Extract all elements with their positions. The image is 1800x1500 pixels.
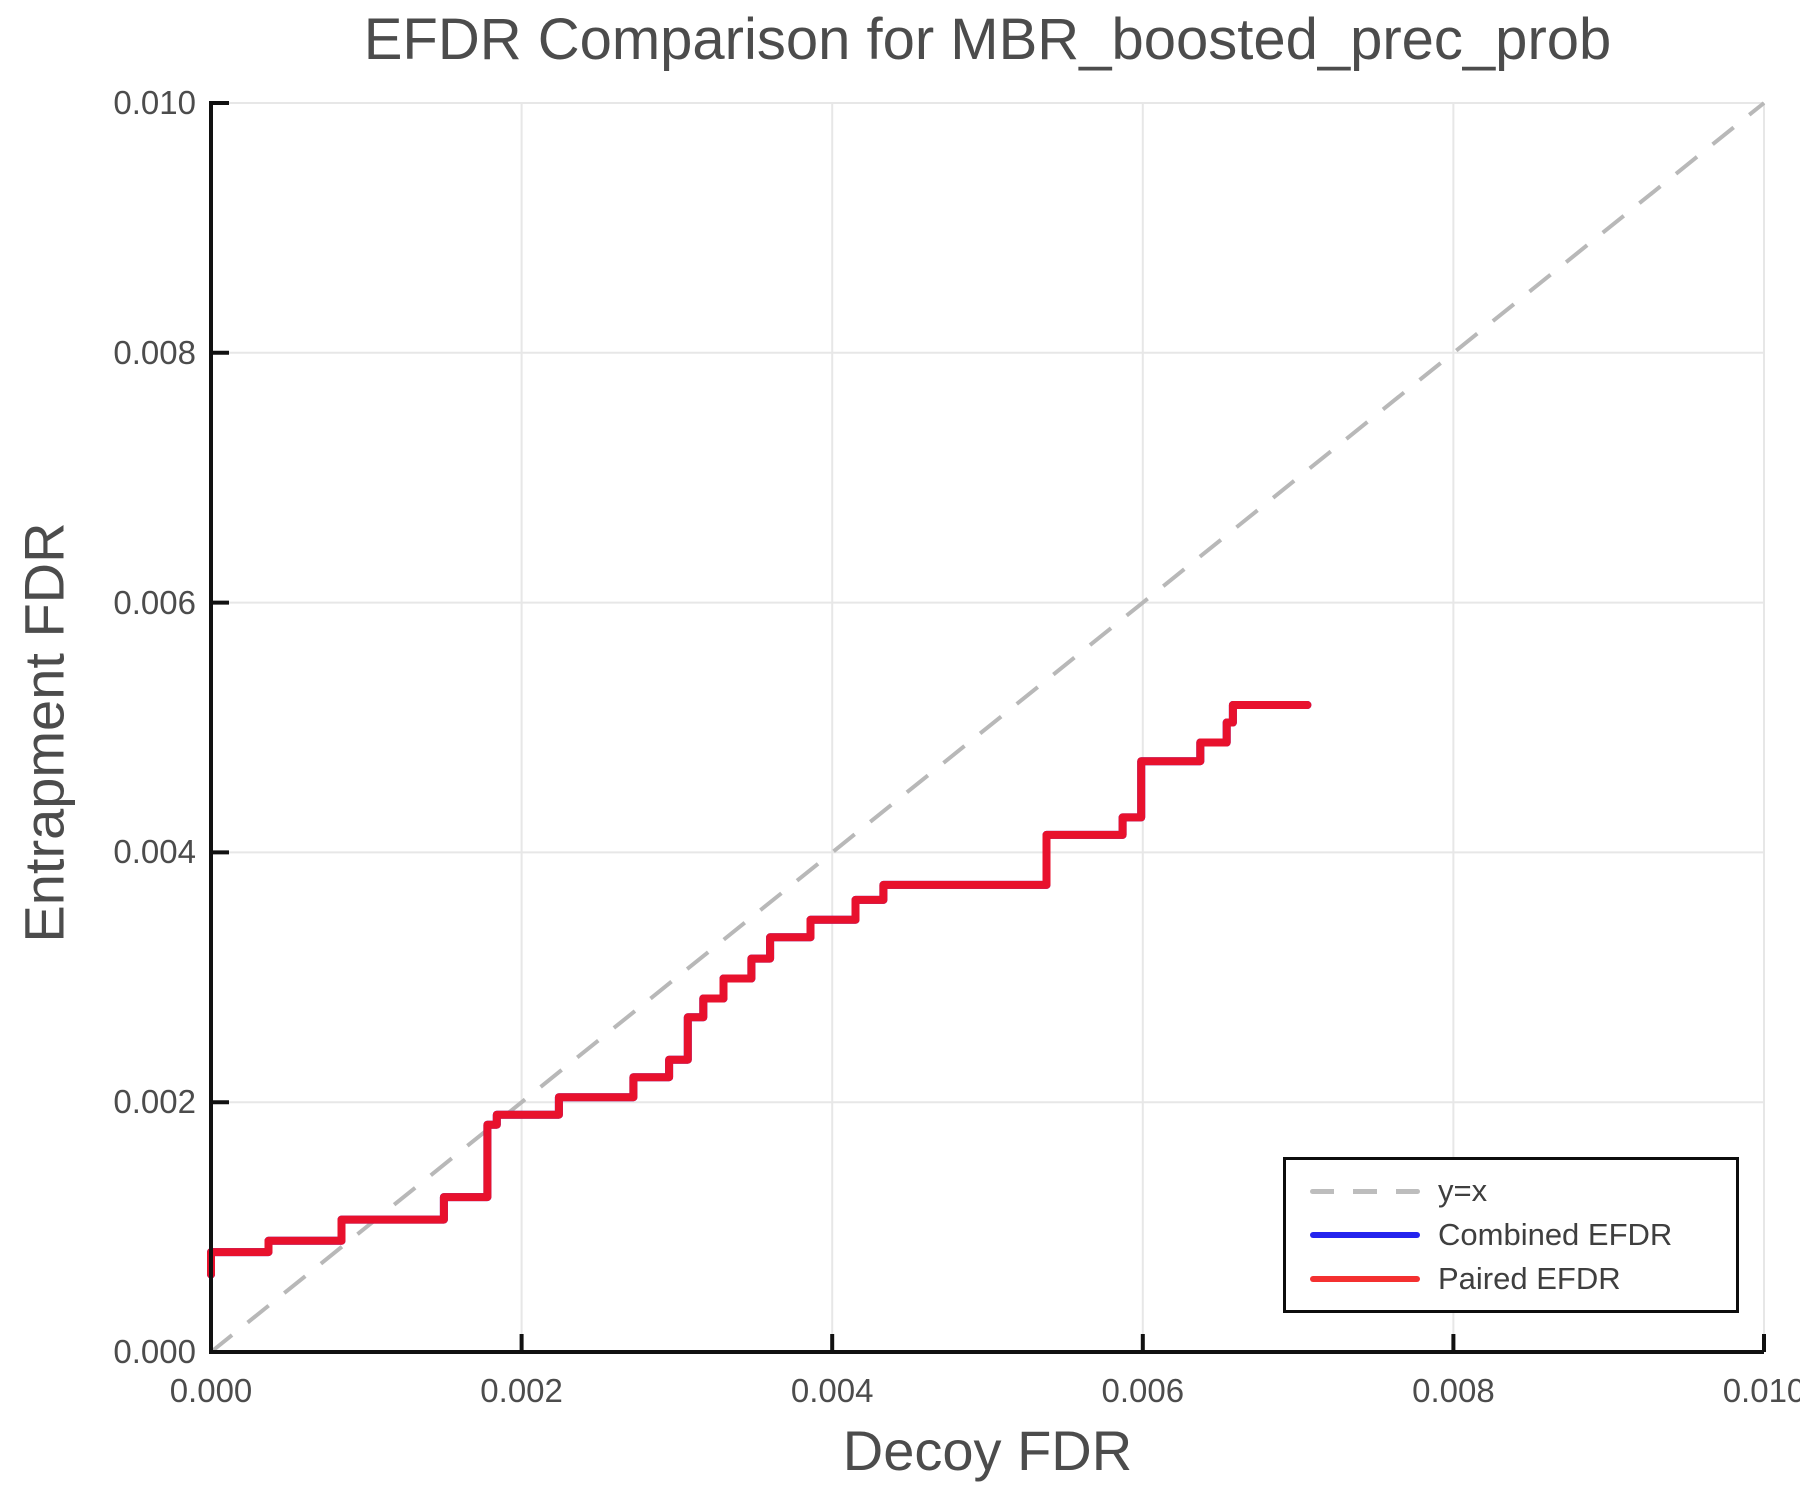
- blue-line-swatch: [1310, 1232, 1420, 1238]
- x-tick-label: 0.004: [790, 1372, 874, 1409]
- x-tick-label: 0.006: [1101, 1372, 1185, 1409]
- x-tick-label: 0.000: [169, 1372, 253, 1409]
- x-axis-title: Decoy FDR: [842, 1419, 1133, 1482]
- legend-item-yx: y=x: [1310, 1172, 1736, 1210]
- y-tick-label: 0.000: [113, 1333, 196, 1370]
- y-tick-label: 0.010: [113, 84, 196, 121]
- y-tick-label: 0.006: [113, 583, 196, 621]
- x-tick-label: 0.002: [480, 1372, 563, 1409]
- legend-item-paired-efdr: Paired EFDR: [1310, 1260, 1736, 1298]
- legend-label: Combined EFDR: [1438, 1217, 1673, 1252]
- y-tick-label: 0.004: [113, 833, 196, 871]
- chart-title: EFDR Comparison for MBR_boosted_prec_pro…: [363, 7, 1612, 72]
- legend-label: y=x: [1438, 1173, 1488, 1208]
- red-line-swatch: [1310, 1276, 1420, 1282]
- x-tick-label: 0.010: [1722, 1372, 1800, 1409]
- legend-label: Paired EFDR: [1438, 1261, 1621, 1296]
- paired-efdr-line: [207, 701, 1312, 1279]
- legend: y=x Combined EFDR Paired EFDR: [1283, 1157, 1739, 1313]
- legend-item-combined-efdr: Combined EFDR: [1310, 1216, 1736, 1254]
- x-tick-label: 0.008: [1412, 1372, 1495, 1409]
- y-tick-label: 0.008: [113, 333, 196, 371]
- dashed-line-swatch: [1310, 1188, 1420, 1194]
- y-tick-label: 0.002: [113, 1083, 196, 1121]
- y-axis-title: Entrapment FDR: [12, 522, 76, 943]
- reference-line-y-equals-x: [209, 101, 1766, 1354]
